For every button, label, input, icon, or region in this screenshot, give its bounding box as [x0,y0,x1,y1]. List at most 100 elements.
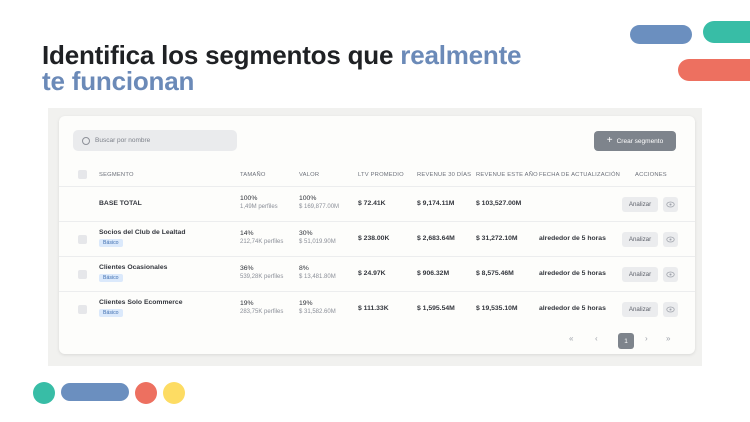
first-page-button[interactable]: « [569,334,574,343]
eye-icon [666,236,675,243]
table-row[interactable]: BASE TOTAL 100% 1,49M perfiles 100% $ 16… [59,186,695,221]
revenue-year-value: $ 103,527.00M [476,200,522,207]
updated-time: alrededor de 5 horas [539,270,606,277]
view-button[interactable] [663,197,678,212]
search-icon [82,136,90,145]
segment-type-badge: Básico [99,274,123,282]
header-updated: Fecha de actualización [539,172,621,178]
eye-icon [666,271,675,278]
value-cell: 19% $ 31,582.60M [299,300,336,315]
revenue-year-value: $ 19,535.10M [476,305,518,312]
decorative-dot-yellow [163,382,185,404]
segment-cell: Clientes Ocasionales Básico [99,264,167,282]
table-row[interactable]: Clientes Ocasionales Básico 36% 539,28K … [59,256,695,291]
value-cell: 30% $ 51,019.90M [299,230,336,245]
page-headline: Identifica los segmentos que realmente t… [42,42,562,94]
revenue-year-value: $ 31,272.10M [476,235,518,242]
header-revenue-year: Revenue este año [476,172,538,178]
segment-type-badge: Básico [99,239,123,247]
size-profiles: 283,75K perfiles [240,309,284,315]
decorative-dot-teal [33,382,55,404]
analyze-button[interactable]: Analizar [622,267,658,282]
segment-cell: Socios del Club de Lealtad Básico [99,229,186,247]
segment-name: Clientes Ocasionales [99,264,168,271]
segment-type-badge: Básico [99,309,123,317]
search-box[interactable] [73,130,237,151]
view-button[interactable] [663,267,678,282]
size-profiles: 212,74K perfiles [240,239,284,245]
ltv-value: $ 72.41K [358,200,386,207]
revenue-30-value: $ 1,595.54M [417,305,455,312]
value-amount: $ 13,481.80M [299,274,336,280]
segment-name: Socios del Club de Lealtad [99,229,186,236]
analyze-button[interactable]: Analizar [622,197,658,212]
last-page-button[interactable]: » [666,334,671,343]
search-input[interactable] [95,137,225,144]
value-cell: 8% $ 13,481.80M [299,265,336,280]
value-percent: 100% [299,195,317,202]
segment-name: BASE TOTAL [99,200,142,207]
table-row[interactable]: Clientes Solo Ecommerce Básico 19% 283,7… [59,291,695,326]
segments-card: + Crear segmento Segmento Tamaño Valor L… [59,116,695,354]
headline-text-highlight: realmente [400,40,522,70]
revenue-30-value: $ 2,683.64M [417,235,455,242]
size-cell: 14% 212,74K perfiles [240,230,283,245]
analyze-button[interactable]: Analizar [622,302,658,317]
value-amount: $ 51,019.90M [299,239,336,245]
size-cell: 100% 1,49M perfiles [240,195,278,210]
header-actions: Acciones [635,172,667,178]
value-percent: 19% [299,300,313,307]
size-profiles: 539,28K perfiles [240,274,284,280]
value-amount: $ 169,877.00M [299,204,340,210]
decorative-pill-coral [678,59,750,81]
row-checkbox[interactable] [78,235,87,244]
create-segment-button[interactable]: + Crear segmento [594,131,676,151]
segment-name: Clientes Solo Ecommerce [99,299,183,306]
size-percent: 14% [240,230,254,237]
next-page-button[interactable]: › [645,334,648,343]
eye-icon [666,201,675,208]
row-checkbox[interactable] [78,270,87,279]
size-percent: 19% [240,300,254,307]
value-amount: $ 31,582.60M [299,309,336,315]
plus-icon: + [606,135,613,146]
view-button[interactable] [663,302,678,317]
size-percent: 100% [240,195,258,202]
size-percent: 36% [240,265,254,272]
decorative-pill-blue [630,25,692,44]
revenue-30-value: $ 906.32M [417,270,450,277]
select-all-checkbox[interactable] [78,170,87,179]
table-row[interactable]: Socios del Club de Lealtad Básico 14% 21… [59,221,695,256]
decorative-pill-blue-bottom [61,383,129,401]
prev-page-button[interactable]: ‹ [595,334,598,343]
value-cell: 100% $ 169,877.00M [299,195,339,210]
eye-icon [666,306,675,313]
headline-text-highlight-line2: te funcionan [42,66,195,96]
ltv-value: $ 111.33K [358,305,389,312]
updated-time: alrededor de 5 horas [539,235,606,242]
value-percent: 30% [299,230,313,237]
headline-text-primary: Identifica los segmentos que [42,40,401,70]
view-button[interactable] [663,232,678,247]
revenue-30-value: $ 9,174.11M [417,200,455,207]
header-revenue-30: Revenue 30 días [417,172,472,178]
segment-cell: Clientes Solo Ecommerce Básico [99,299,182,317]
decorative-pill-teal [703,21,750,43]
ltv-value: $ 24.97K [358,270,386,277]
header-ltv: LTV Promedio [358,172,404,178]
current-page-button[interactable]: 1 [618,333,634,349]
analyze-button[interactable]: Analizar [622,232,658,247]
revenue-year-value: $ 8,575.46M [476,270,514,277]
size-cell: 19% 283,75K perfiles [240,300,283,315]
size-profiles: 1,49M perfiles [240,204,278,210]
updated-time: alrededor de 5 horas [539,305,606,312]
row-checkbox[interactable] [78,305,87,314]
table-header: Segmento Tamaño Valor LTV Promedio Reven… [59,166,695,186]
ltv-value: $ 238.00K [358,235,390,242]
header-segment: Segmento [99,172,134,178]
header-size: Tamaño [240,172,266,178]
size-cell: 36% 539,28K perfiles [240,265,283,280]
create-segment-label: Crear segmento [616,137,664,145]
value-percent: 8% [299,265,309,272]
decorative-dot-coral [135,382,157,404]
